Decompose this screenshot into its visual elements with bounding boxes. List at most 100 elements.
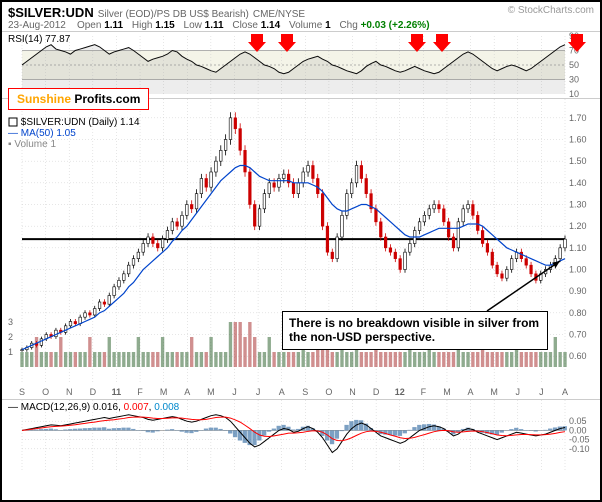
chg-label: Chg: [339, 20, 357, 31]
svg-text:A: A: [184, 387, 190, 397]
price-panel: $SILVER:UDN (Daily) 1.14 — MA(50) 1.05 ▪…: [2, 98, 600, 399]
svg-text:O: O: [325, 475, 332, 476]
svg-text:M: M: [443, 475, 451, 476]
svg-text:1.50: 1.50: [569, 156, 587, 166]
svg-text:D: D: [373, 475, 380, 476]
svg-text:F: F: [137, 475, 143, 476]
svg-text:O: O: [42, 475, 49, 476]
svg-text:J: J: [516, 387, 521, 397]
svg-text:1: 1: [8, 347, 13, 357]
svg-text:A: A: [562, 475, 568, 476]
svg-text:J: J: [256, 387, 261, 397]
low-label: Low: [184, 20, 202, 31]
svg-text:O: O: [42, 387, 49, 397]
svg-text:M: M: [207, 475, 215, 476]
macd-name: MACD(12,26,9): [21, 402, 90, 413]
svg-text:N: N: [66, 387, 73, 397]
svg-text:S: S: [19, 475, 25, 476]
svg-text:J: J: [516, 475, 521, 476]
stock-chart: © StockCharts.com $SILVER:UDN Silver (EO…: [0, 0, 602, 502]
volume-value: 1: [325, 20, 331, 31]
svg-text:1.20: 1.20: [569, 221, 587, 231]
svg-text:O: O: [325, 387, 332, 397]
attribution: © StockCharts.com: [508, 5, 594, 16]
svg-text:0.80: 0.80: [569, 308, 587, 318]
macd-v3: 0.008: [154, 402, 179, 413]
price-legend-vol: Volume 1: [14, 139, 56, 150]
svg-text:J: J: [232, 475, 237, 476]
macd-label: — MACD(12,26,9) 0.016, 0.007, 0.008: [8, 402, 179, 413]
svg-text:1.00: 1.00: [569, 265, 587, 275]
svg-text:50: 50: [569, 60, 579, 70]
svg-text:S: S: [302, 475, 308, 476]
svg-text:M: M: [490, 387, 498, 397]
high-label: High: [132, 20, 153, 31]
svg-text:0.05: 0.05: [569, 416, 587, 426]
volume-label: Volume: [289, 20, 322, 31]
open-label: Open: [77, 20, 101, 31]
price-legend-ma: MA(50) 1.05: [21, 128, 76, 139]
rsi-panel: RSI(14) 77.87 1030507090 Sunshine Profit…: [2, 31, 600, 98]
high-value: 1.15: [155, 20, 174, 31]
svg-text:12: 12: [395, 475, 405, 476]
svg-text:N: N: [349, 387, 356, 397]
svg-text:1.70: 1.70: [569, 113, 587, 123]
close-label: Close: [232, 20, 258, 31]
open-value: 1.11: [104, 20, 123, 31]
exchange-label: CME/NYSE: [253, 9, 305, 20]
annotation-box: There is no breakdown visible in silver …: [282, 311, 548, 350]
svg-text:1.10: 1.10: [569, 243, 587, 253]
svg-text:J: J: [539, 475, 544, 476]
macd-v2: 0.007: [124, 402, 149, 413]
svg-text:F: F: [137, 387, 143, 397]
svg-text:J: J: [232, 387, 237, 397]
svg-text:1.30: 1.30: [569, 200, 587, 210]
low-value: 1.11: [205, 20, 224, 31]
svg-text:N: N: [349, 475, 356, 476]
price-legend-ticker: $SILVER:UDN (Daily) 1.14: [21, 117, 140, 128]
svg-text:M: M: [443, 387, 451, 397]
svg-text:A: A: [279, 387, 285, 397]
svg-text:A: A: [279, 475, 285, 476]
svg-text:F: F: [421, 387, 427, 397]
svg-text:2: 2: [8, 332, 13, 342]
svg-text:D: D: [90, 475, 97, 476]
ticker-symbol: $SILVER:UDN: [8, 5, 94, 20]
svg-text:M: M: [490, 475, 498, 476]
svg-text:12: 12: [395, 387, 405, 397]
macd-v1: 0.016: [93, 402, 118, 413]
svg-text:3: 3: [8, 317, 13, 327]
svg-text:D: D: [373, 387, 380, 397]
svg-text:M: M: [160, 387, 168, 397]
watermark-sun: Sunshine: [17, 92, 71, 106]
svg-text:S: S: [302, 387, 308, 397]
chart-header: © StockCharts.com $SILVER:UDN Silver (EO…: [2, 2, 600, 31]
svg-text:A: A: [184, 475, 190, 476]
svg-text:0.90: 0.90: [569, 286, 587, 296]
ticker-description: Silver (EOD)/PS DB US$ Bearish): [98, 9, 249, 20]
svg-text:M: M: [207, 387, 215, 397]
svg-text:M: M: [160, 475, 168, 476]
svg-text:A: A: [468, 475, 474, 476]
svg-text:30: 30: [569, 75, 579, 85]
svg-text:1.40: 1.40: [569, 178, 587, 188]
watermark: Sunshine Profits.com: [8, 88, 149, 110]
svg-text:F: F: [421, 475, 427, 476]
macd-panel: — MACD(12,26,9) 0.016, 0.007, 0.008 -0.1…: [2, 399, 600, 476]
svg-text:0.00: 0.00: [569, 425, 587, 435]
svg-text:D: D: [90, 387, 97, 397]
svg-text:10: 10: [569, 89, 579, 98]
date-label: 23-Aug-2012: [8, 20, 66, 31]
svg-text:N: N: [66, 475, 73, 476]
svg-text:0.70: 0.70: [569, 330, 587, 340]
svg-text:J: J: [256, 475, 261, 476]
svg-text:0.60: 0.60: [569, 351, 587, 361]
svg-text:A: A: [562, 387, 568, 397]
close-value: 1.14: [261, 20, 280, 31]
chg-value: +0.03 (+2.26%): [361, 20, 430, 31]
svg-text:11: 11: [112, 475, 122, 476]
svg-text:1.60: 1.60: [569, 135, 587, 145]
svg-text:A: A: [468, 387, 474, 397]
annotation-text: There is no breakdown visible in silver …: [289, 316, 539, 344]
svg-text:11: 11: [112, 387, 122, 397]
